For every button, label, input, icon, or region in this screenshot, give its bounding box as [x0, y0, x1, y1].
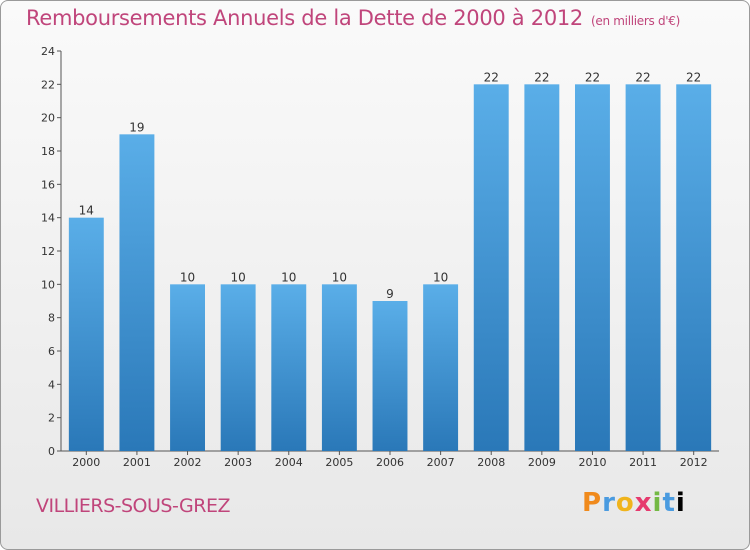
y-tick-label: 10: [41, 278, 55, 291]
x-tick-label: 2010: [578, 456, 606, 469]
commune-name: VILLIERS-SOUS-GREZ: [36, 495, 230, 517]
chart-title-text: Remboursements Annuels de la Dette de 20…: [26, 6, 583, 30]
logo-letter: i: [675, 488, 686, 518]
x-tick-label: 2007: [427, 456, 455, 469]
data-label: 10: [281, 270, 296, 284]
y-tick-label: 18: [41, 145, 55, 158]
x-tick-label: 2003: [224, 456, 252, 469]
y-tick-label: 4: [48, 378, 55, 391]
bar: [372, 301, 408, 451]
x-tick-label: 2001: [123, 456, 151, 469]
x-tick-label: 2002: [174, 456, 202, 469]
chart-subtitle: (en milliers d'€): [591, 14, 681, 28]
y-tick-label: 20: [41, 112, 55, 125]
data-label: 10: [433, 270, 448, 284]
y-tick-label: 8: [48, 312, 55, 325]
x-tick-label: 2011: [629, 456, 657, 469]
data-label: 10: [231, 270, 246, 284]
bar: [321, 284, 357, 451]
y-tick-label: 2: [48, 412, 55, 425]
bar: [524, 84, 560, 451]
x-tick-label: 2012: [680, 456, 708, 469]
y-tick-label: 12: [41, 245, 55, 258]
bar: [625, 84, 661, 451]
logo-letter: o: [615, 488, 635, 518]
bar: [473, 84, 509, 451]
bar: [676, 84, 712, 451]
x-tick-label: 2000: [72, 456, 100, 469]
data-label: 10: [180, 270, 195, 284]
y-tick-label: 0: [48, 445, 55, 458]
bar: [170, 284, 206, 451]
x-tick-label: 2004: [275, 456, 303, 469]
chart-bars: [68, 84, 712, 452]
data-label: 22: [635, 70, 650, 84]
bar: [271, 284, 307, 451]
data-label: 22: [686, 70, 701, 84]
y-tick-label: 22: [41, 78, 55, 91]
y-tick-label: 24: [41, 45, 55, 58]
logo-letter: t: [662, 488, 676, 518]
logo-letter: r: [602, 488, 616, 518]
chart-title: Remboursements Annuels de la Dette de 20…: [26, 6, 680, 30]
data-label: 22: [484, 70, 499, 84]
data-label: 14: [79, 204, 94, 218]
bar: [68, 217, 104, 451]
y-tick-label: 14: [41, 212, 55, 225]
bar: [574, 84, 610, 451]
x-tick-label: 2009: [528, 456, 556, 469]
x-tick-label: 2008: [477, 456, 505, 469]
data-label: 10: [332, 270, 347, 284]
logo-letter: i: [652, 488, 663, 518]
x-tick-label: 2005: [325, 456, 353, 469]
data-label: 19: [129, 120, 144, 134]
data-label: 22: [585, 70, 600, 84]
data-label: 9: [386, 287, 394, 301]
y-tick-label: 16: [41, 178, 55, 191]
data-label: 22: [534, 70, 549, 84]
logo-letter: x: [634, 488, 653, 518]
bar: [119, 134, 155, 452]
y-tick-label: 6: [48, 345, 55, 358]
bar: [423, 284, 459, 451]
proxiti-logo: Proxiti: [582, 488, 686, 518]
logo-letter: P: [582, 488, 603, 518]
bar: [220, 284, 256, 451]
x-tick-label: 2006: [376, 456, 404, 469]
chart-labels: 14 2000 19 2001 10 2002 10 2003 10 2004 10 2005 9 200…: [72, 70, 707, 469]
